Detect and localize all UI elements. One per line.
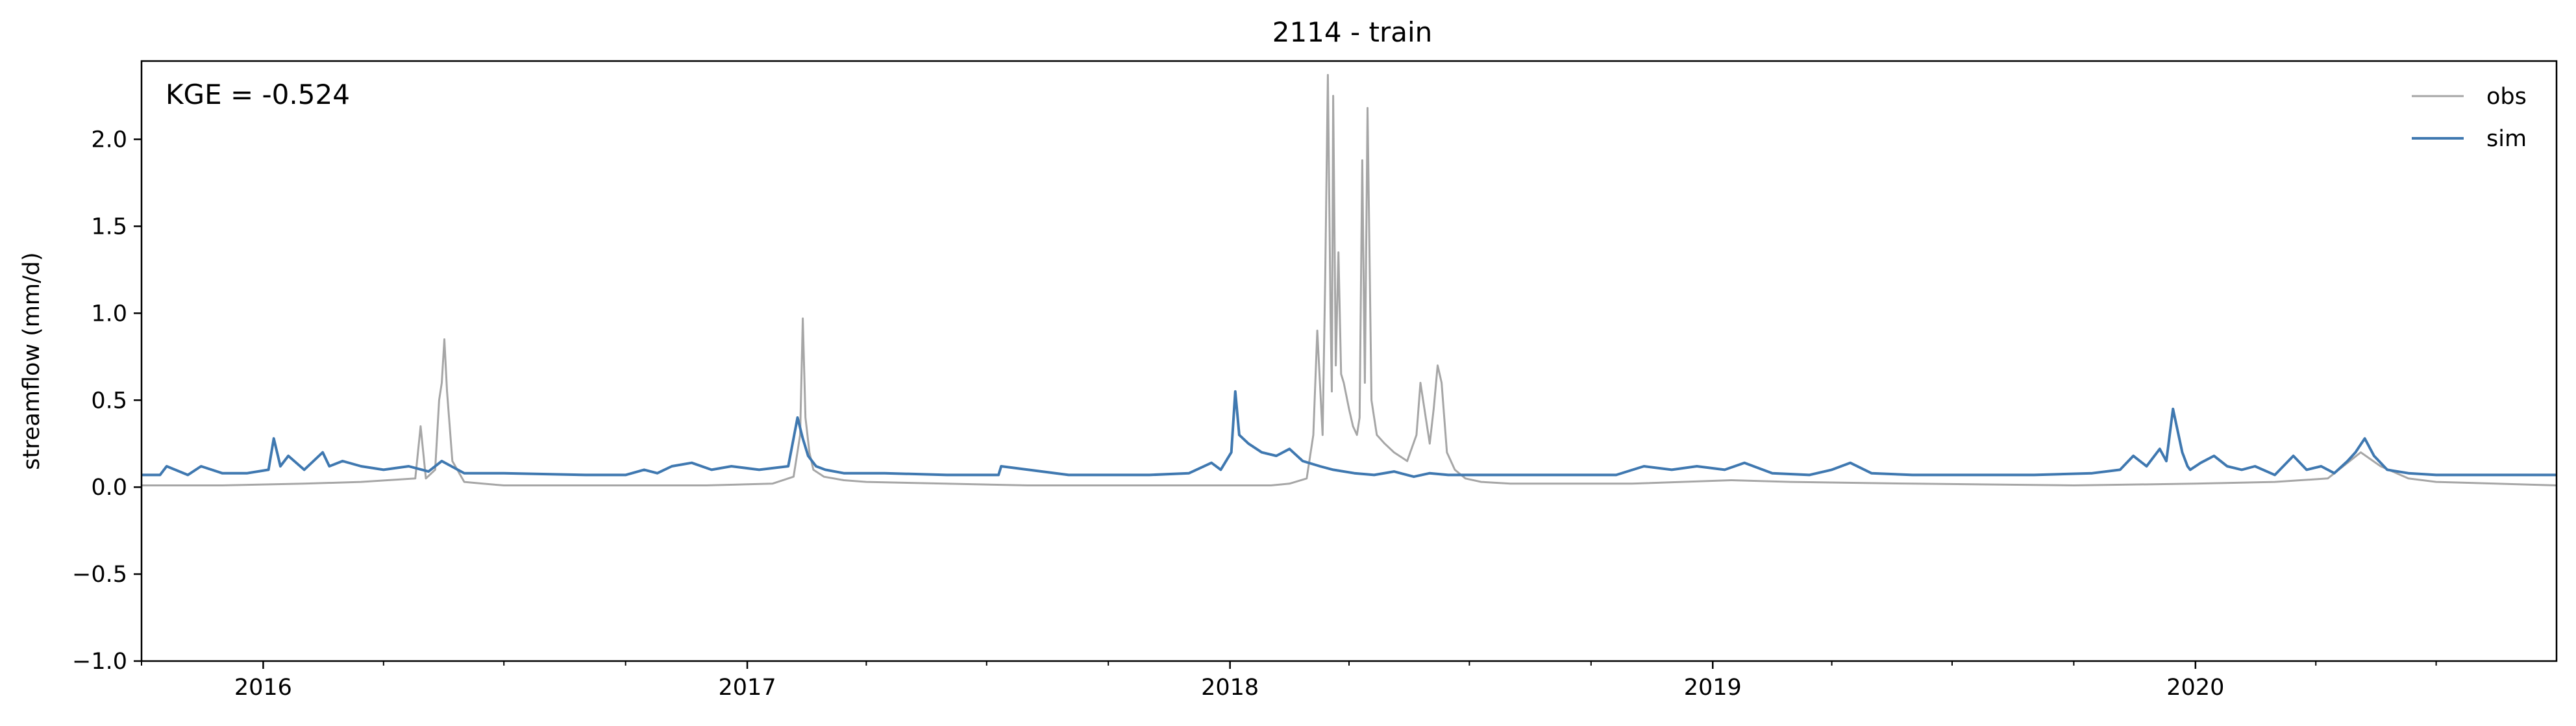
kge-annotation: KGE = -0.524 xyxy=(166,79,350,110)
plot-frame xyxy=(140,60,2558,662)
legend: obs sim xyxy=(2412,84,2527,152)
series-line-obs xyxy=(142,73,2557,486)
legend-label-obs: obs xyxy=(2486,84,2527,110)
x-axis: 2016 2017 2018 2019 2020 xyxy=(141,661,2437,701)
y-axis: −1.0 −0.5 0.0 0.5 1.0 1.5 2.0 xyxy=(72,127,142,675)
y-tick-label: 0.5 xyxy=(91,388,127,414)
y-tick-label: −0.5 xyxy=(72,562,127,588)
y-tick-label: 1.0 xyxy=(91,301,127,327)
plot-area xyxy=(142,73,2557,486)
legend-label-sim: sim xyxy=(2486,126,2527,152)
x-tick-label: 2017 xyxy=(719,675,776,701)
y-tick-label: −1.0 xyxy=(72,649,127,675)
x-tick-label: 2019 xyxy=(1684,675,1742,701)
series-line-sim xyxy=(142,390,2557,479)
x-tick-label: 2020 xyxy=(2166,675,2224,701)
y-tick-label: 0.0 xyxy=(91,475,127,501)
chart-title: 2114 - train xyxy=(1272,16,1433,48)
y-tick-label: 2.0 xyxy=(91,127,127,153)
x-tick-label: 2016 xyxy=(234,675,292,701)
x-tick-label: 2018 xyxy=(1201,675,1259,701)
y-tick-label: 1.5 xyxy=(91,214,127,240)
y-axis-title: streamflow (mm/d) xyxy=(19,252,45,469)
